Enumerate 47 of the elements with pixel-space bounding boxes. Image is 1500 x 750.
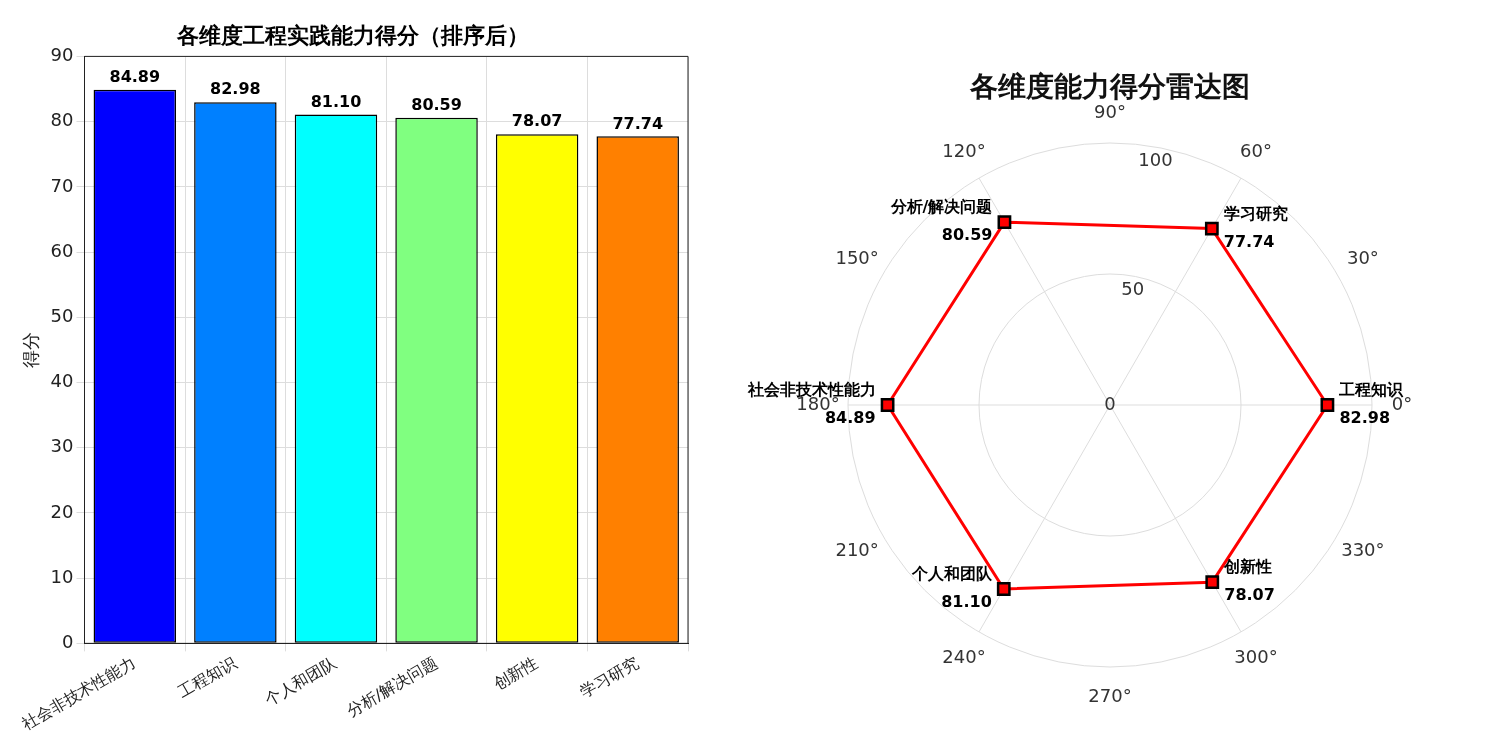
x-tick-label: 学习研究 — [576, 653, 642, 702]
data-label: 82.98 — [210, 79, 261, 99]
text: 60° — [1240, 139, 1272, 161]
data-label: 77.74 — [1223, 231, 1275, 251]
spoke-label: 学习研究 — [1223, 203, 1288, 223]
text: 240° — [942, 645, 986, 667]
y-tick-label: 60 — [50, 239, 74, 261]
x-tick-label: 个人和团队 — [261, 653, 341, 710]
data-label: 81.10 — [941, 592, 992, 612]
text: 270° — [1088, 684, 1132, 706]
data-label: 77.74 — [612, 113, 664, 133]
data-label: 80.59 — [411, 94, 462, 114]
data-label: 78.07 — [511, 111, 563, 131]
x-tick-label: 社会非技术性能力 — [18, 653, 139, 734]
data-label: 84.89 — [109, 66, 161, 86]
text: 300° — [1234, 645, 1278, 667]
y-tick-label: 70 — [50, 174, 74, 196]
data-label: 82.98 — [1339, 408, 1391, 428]
y-axis-title: 得分 — [20, 331, 42, 368]
data-label: 80.59 — [941, 225, 993, 245]
y-tick-label: 10 — [50, 565, 74, 587]
data-label: 78.07 — [1224, 585, 1275, 605]
y-tick-label: 90 — [50, 44, 74, 66]
chart-title: 各维度能力得分雷达图 — [969, 71, 1250, 103]
y-tick-label: 20 — [50, 500, 74, 522]
text: 330° — [1341, 538, 1385, 560]
text: 120° — [942, 139, 986, 161]
spoke-label: 分析/解决问题 — [889, 197, 993, 217]
x-tick-label: 工程知识 — [174, 653, 240, 702]
spoke-label: 个人和团队 — [910, 564, 993, 584]
x-tick-label: 分析/解决问题 — [343, 653, 441, 721]
y-tick-label: 80 — [50, 109, 74, 131]
x-tick-label: 创新性 — [490, 653, 542, 694]
chart-title: 各维度工程实践能力得分（排序后） — [176, 22, 529, 48]
y-tick-label: 40 — [50, 370, 74, 392]
spoke-label: 创新性 — [1223, 557, 1273, 577]
text: 210° — [835, 538, 879, 560]
text: 150° — [835, 246, 879, 268]
y-tick-label: 0 — [62, 631, 74, 653]
text: 30° — [1346, 246, 1379, 268]
y-tick-label: 50 — [1121, 277, 1145, 299]
text: 90° — [1094, 100, 1126, 122]
y-tick-label: 0 — [1104, 392, 1116, 414]
y-tick-label: 30 — [50, 435, 74, 457]
y-tick-label: 50 — [50, 304, 74, 326]
data-label: 81.10 — [310, 91, 362, 111]
y-tick-label: 100 — [1138, 148, 1173, 170]
